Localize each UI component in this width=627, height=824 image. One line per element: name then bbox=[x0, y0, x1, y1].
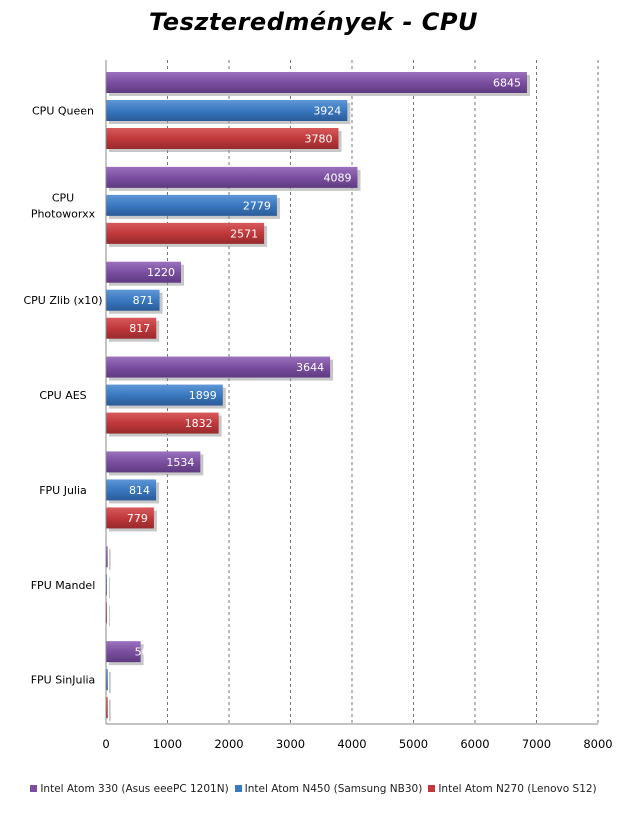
chart-title: Teszteredmények - CPU bbox=[149, 8, 478, 36]
data-label: 2779 bbox=[243, 199, 271, 212]
bar bbox=[106, 669, 108, 691]
bar-shadow bbox=[109, 700, 111, 722]
data-label: 1534 bbox=[166, 456, 194, 469]
x-tick-label: 1000 bbox=[153, 737, 182, 751]
category-label: CPU Queen bbox=[32, 105, 94, 118]
category-label: FPU SinJulia bbox=[31, 674, 96, 687]
data-label: 2571 bbox=[230, 227, 258, 240]
bar bbox=[106, 317, 157, 339]
bar bbox=[106, 100, 348, 121]
data-label: 1899 bbox=[189, 389, 217, 402]
data-label: 3924 bbox=[313, 105, 341, 118]
x-tick-label: 6000 bbox=[460, 737, 489, 751]
bar bbox=[106, 546, 108, 568]
category-label: CPU AES bbox=[39, 389, 86, 402]
x-tick-label: 8000 bbox=[583, 737, 612, 751]
data-label: 3780 bbox=[304, 133, 332, 146]
legend-swatch bbox=[234, 785, 242, 792]
data-label: 3644 bbox=[296, 361, 324, 374]
x-tick-label: 0 bbox=[102, 737, 109, 751]
bar-shadow bbox=[109, 605, 110, 627]
data-label: 28 bbox=[110, 702, 124, 715]
bar bbox=[106, 222, 265, 244]
legend-item: Intel Atom 330 (Asus eeePC 1201N) bbox=[30, 783, 229, 795]
data-label: 779 bbox=[127, 512, 148, 525]
legend: Intel Atom 330 (Asus eeePC 1201N) Intel A… bbox=[0, 783, 627, 795]
data-label: 1 bbox=[110, 607, 117, 620]
bar bbox=[106, 356, 331, 378]
bar bbox=[106, 507, 154, 529]
bar bbox=[106, 289, 160, 311]
legend-swatch bbox=[30, 785, 38, 792]
data-label: 871 bbox=[133, 294, 154, 307]
bar-shadow bbox=[109, 549, 111, 571]
legend-swatch bbox=[428, 785, 436, 792]
data-label: 814 bbox=[129, 484, 150, 497]
legend-item: Intel Atom N450 (Samsung NB30) bbox=[234, 783, 423, 795]
category-label: FPU Julia bbox=[39, 484, 87, 497]
category-label: FPU Mandel bbox=[31, 579, 96, 592]
x-tick-label: 4000 bbox=[337, 737, 366, 751]
data-label: 817 bbox=[129, 322, 150, 335]
bar-shadow bbox=[109, 577, 110, 599]
legend-label: Intel Atom N270 (Lenovo S12) bbox=[438, 783, 597, 795]
data-label: 6845 bbox=[493, 77, 521, 90]
category-label: CPU Photoworxx bbox=[31, 191, 96, 220]
data-label: 1 bbox=[110, 579, 117, 592]
data-label: 1220 bbox=[147, 266, 175, 279]
x-tick-label: 2000 bbox=[214, 737, 243, 751]
bar bbox=[106, 72, 527, 93]
data-label: 1832 bbox=[185, 417, 213, 430]
bar-chart: CPU Queen 6845 3924 3780 CPU Photoworxx 4089 27… bbox=[23, 60, 613, 751]
x-tick-label: 3000 bbox=[276, 737, 305, 751]
bar bbox=[106, 194, 277, 216]
x-tick-label: 7000 bbox=[522, 737, 551, 751]
legend-item: Intel Atom N270 (Lenovo S12) bbox=[428, 783, 597, 795]
bar bbox=[106, 641, 141, 663]
bar bbox=[106, 697, 108, 719]
data-label: 29 bbox=[110, 674, 124, 687]
data-label: 4089 bbox=[323, 171, 351, 184]
bar bbox=[106, 479, 157, 501]
bar bbox=[106, 451, 201, 473]
bar bbox=[106, 412, 219, 434]
bar bbox=[106, 166, 358, 188]
category-label: CPU Zlib (x10) bbox=[23, 294, 102, 307]
bar bbox=[106, 261, 182, 283]
x-tick-label: 5000 bbox=[399, 737, 428, 751]
legend-label: Intel Atom 330 (Asus eeePC 1201N) bbox=[40, 783, 229, 795]
legend-label: Intel Atom N450 (Samsung NB30) bbox=[244, 783, 423, 795]
bar-shadow bbox=[109, 672, 111, 694]
bar bbox=[106, 384, 223, 406]
bar bbox=[106, 128, 339, 149]
data-label: 563 bbox=[135, 646, 156, 659]
data-label: 27 bbox=[110, 551, 124, 564]
